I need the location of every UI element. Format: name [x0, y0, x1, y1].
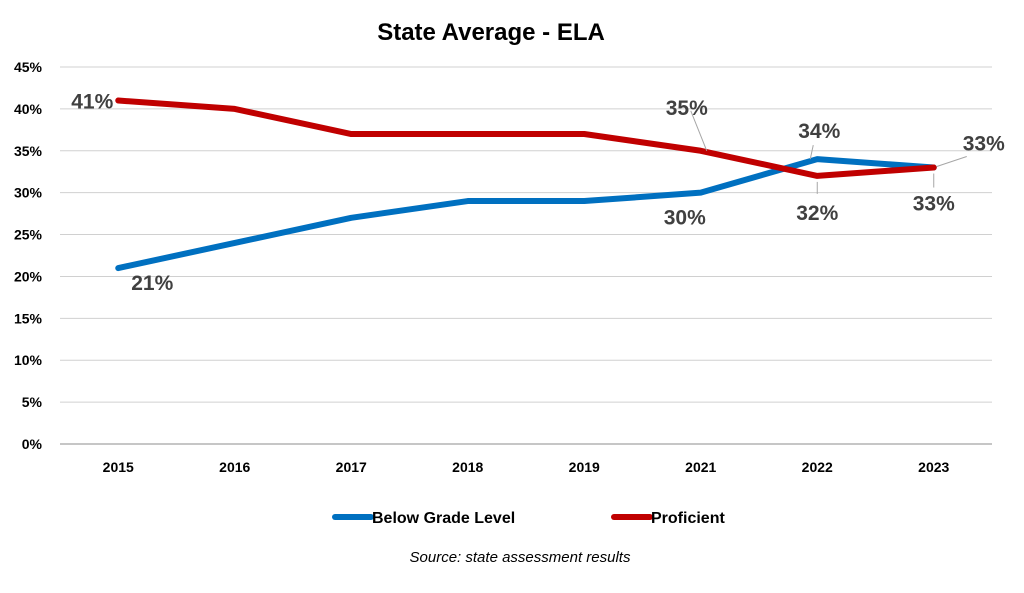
- x-tick-label: 2016: [219, 459, 250, 475]
- legend: Below Grade Level Proficient: [332, 510, 725, 527]
- y-tick-label: 5%: [22, 394, 43, 410]
- y-axis-ticks: 0% 5% 10% 15% 20% 25% 30% 35% 40% 45%: [14, 59, 43, 452]
- data-label: 32%: [796, 202, 838, 225]
- data-label: 21%: [131, 272, 173, 295]
- y-tick-label: 40%: [14, 101, 43, 117]
- legend-label: Proficient: [651, 510, 725, 527]
- gridlines: [60, 66, 992, 445]
- source-note: Source: state assessment results: [410, 549, 631, 566]
- x-tick-label: 2017: [336, 459, 367, 475]
- chart-title: State Average - ELA: [377, 19, 605, 46]
- y-tick-label: 0%: [22, 436, 43, 452]
- y-tick-label: 35%: [14, 143, 43, 159]
- x-tick-label: 2018: [452, 459, 483, 475]
- leader-line: [690, 110, 708, 151]
- x-tick-label: 2023: [918, 459, 949, 475]
- data-label: 34%: [798, 120, 840, 143]
- data-label: 30%: [664, 207, 706, 230]
- x-tick-label: 2019: [569, 459, 600, 475]
- data-label: 35%: [666, 97, 708, 120]
- data-label: 33%: [963, 133, 1005, 156]
- y-tick-label: 25%: [14, 227, 43, 243]
- y-tick-label: 10%: [14, 352, 43, 368]
- x-axis-ticks: 2015 2016 2017 2018 2019 2021 2022 2023: [103, 459, 950, 475]
- y-tick-label: 20%: [14, 268, 43, 284]
- x-tick-label: 2021: [685, 459, 716, 475]
- series-line-proficient: [115, 97, 937, 179]
- legend-label: Below Grade Level: [372, 510, 515, 527]
- y-tick-label: 30%: [14, 185, 43, 201]
- series-line-below-grade-level: [115, 156, 937, 272]
- x-tick-label: 2022: [802, 459, 833, 475]
- data-labels: 21% 30% 34% 33% 41% 35% 32% 33%: [71, 91, 1005, 296]
- y-tick-label: 15%: [14, 310, 43, 326]
- series-lines: [115, 97, 937, 272]
- leader-line: [936, 156, 967, 168]
- leader-line: [809, 145, 814, 160]
- y-tick-label: 45%: [14, 59, 43, 75]
- x-tick-label: 2015: [103, 459, 134, 475]
- data-label: 41%: [71, 91, 113, 114]
- data-label: 33%: [913, 193, 955, 216]
